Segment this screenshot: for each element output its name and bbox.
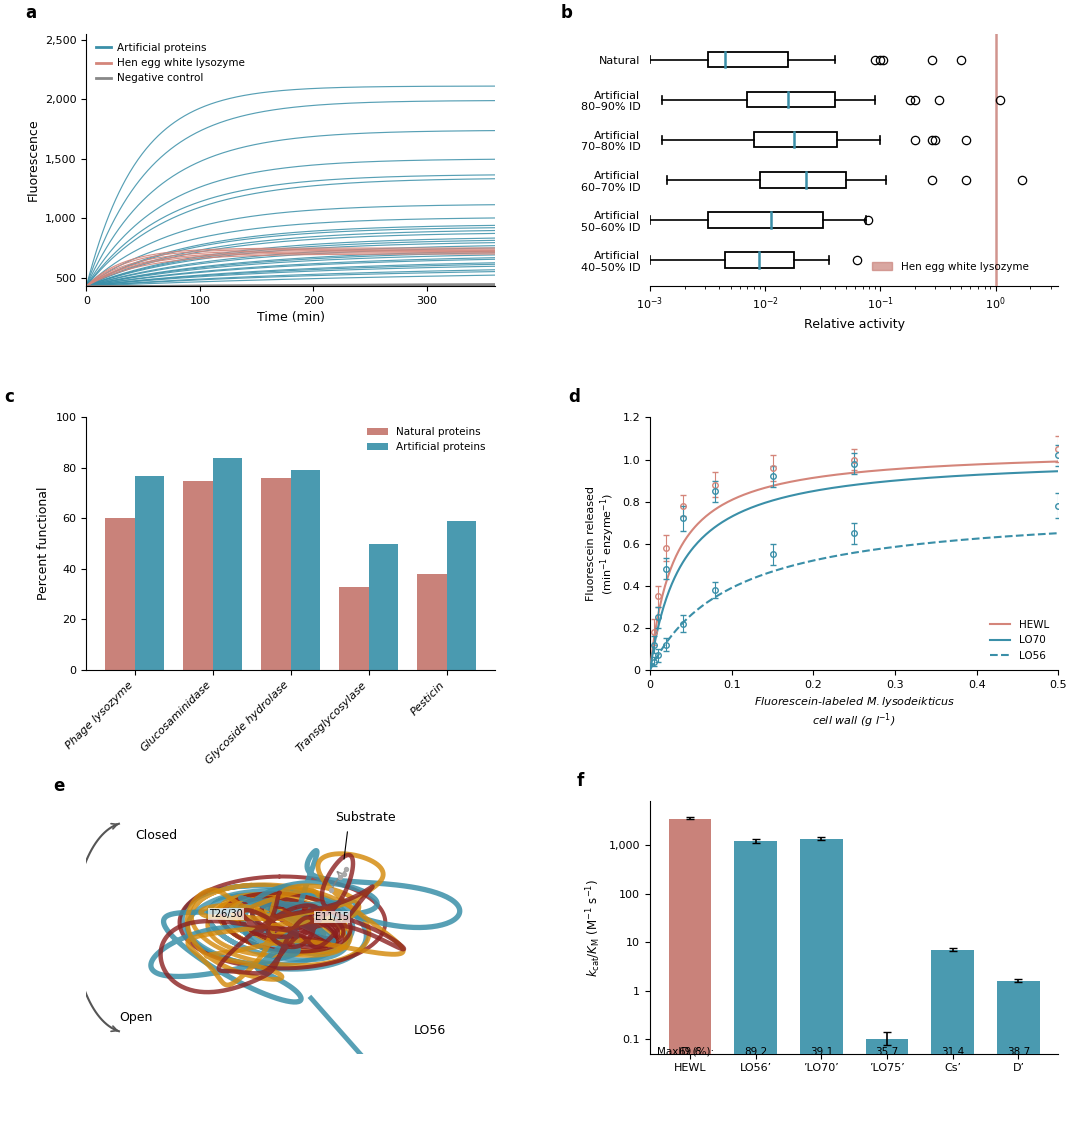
Text: d: d [568,388,580,406]
Point [330,868,348,886]
Legend: Hen egg white lysozyme: Hen egg white lysozyme [867,258,1032,276]
LO70 [645,655,658,668]
HEWL [887,463,900,476]
HEWL [1014,456,1027,470]
LO56 [1052,527,1065,540]
LO56 [886,540,899,554]
Legend: HEWL, LO70, LO56: HEWL, LO70, LO56 [985,615,1053,665]
Bar [747,92,835,108]
Text: 89.2: 89.2 [744,1047,767,1057]
LO70 [644,664,657,677]
Text: b: b [561,4,572,22]
Bar [368,544,399,670]
LO56 [1014,529,1027,543]
Text: Closed: Closed [135,830,177,842]
Bar [261,478,291,670]
Bar [339,586,368,670]
Y-axis label: Fluorescence: Fluorescence [27,119,40,201]
LO70 [988,467,1001,481]
Bar [760,173,846,187]
Bar [135,475,164,670]
Legend: Natural proteins, Artificial proteins: Natural proteins, Artificial proteins [363,423,489,456]
Text: 38.7: 38.7 [1007,1047,1030,1057]
Bar [417,574,447,670]
X-axis label: Time (min): Time (min) [257,312,325,324]
Bar [866,1039,908,1121]
HEWL [1052,455,1065,469]
Text: f: f [577,772,583,790]
Bar [213,457,242,670]
HEWL [893,462,906,475]
LO56 [644,664,657,677]
Text: 31.4: 31.4 [941,1047,964,1057]
Bar [447,521,476,670]
Bar [105,518,135,670]
Bar [997,981,1040,1121]
Text: e: e [54,777,65,795]
LO56 [645,660,658,674]
Text: T26/30: T26/30 [208,909,243,919]
LO70 [893,473,906,487]
Bar [725,252,794,268]
LO56 [887,540,900,554]
Point [323,881,340,899]
Bar [931,949,974,1121]
Bar [800,839,842,1121]
Text: 35.7: 35.7 [876,1047,899,1057]
X-axis label: Relative activity: Relative activity [804,318,905,331]
Text: LO56: LO56 [414,1023,446,1037]
LO56 [893,539,906,553]
HEWL [645,651,658,665]
Bar [183,481,213,670]
LO70 [887,474,900,488]
Line: LO56: LO56 [650,534,1058,670]
Text: Substrate: Substrate [336,812,396,824]
Text: 69.6: 69.6 [678,1047,702,1057]
Bar [707,212,823,228]
HEWL [988,457,1001,471]
LO70 [886,474,899,488]
Y-axis label: Percent functional: Percent functional [37,487,50,601]
Bar [734,841,777,1121]
Point [335,865,352,883]
Text: E11/15: E11/15 [315,911,349,921]
HEWL [886,463,899,476]
Line: LO70: LO70 [650,471,1058,670]
Y-axis label: $k_{\rm cat}/K_{\rm M}$ (M$^{-1}$ s$^{-1}$): $k_{\rm cat}/K_{\rm M}$ (M$^{-1}$ s$^{-1… [584,879,604,976]
Bar [707,52,788,67]
Bar [669,818,712,1121]
HEWL [644,664,657,677]
Y-axis label: Fluorescein released
(min$^{-1}$ enzyme$^{-1}$): Fluorescein released (min$^{-1}$ enzyme$… [585,487,617,601]
Bar [754,132,837,148]
Text: Open: Open [119,1011,152,1023]
LO70 [1052,464,1065,478]
Legend: Artificial proteins, Hen egg white lysozyme, Negative control: Artificial proteins, Hen egg white lysoz… [92,39,248,87]
Point [337,861,354,879]
Text: MaxID (%):: MaxID (%): [657,1047,714,1057]
Text: a: a [25,4,37,22]
Text: 39.1: 39.1 [810,1047,833,1057]
LO70 [1014,466,1027,480]
Bar [291,471,321,670]
Text: c: c [4,388,15,406]
LO56 [988,530,1001,544]
X-axis label: Fluorescein-labeled $\it{M. lysodeikticus}$
cell wall (g l$^{-1}$): Fluorescein-labeled $\it{M. lysodeikticu… [754,695,955,731]
Line: HEWL: HEWL [650,462,1058,670]
